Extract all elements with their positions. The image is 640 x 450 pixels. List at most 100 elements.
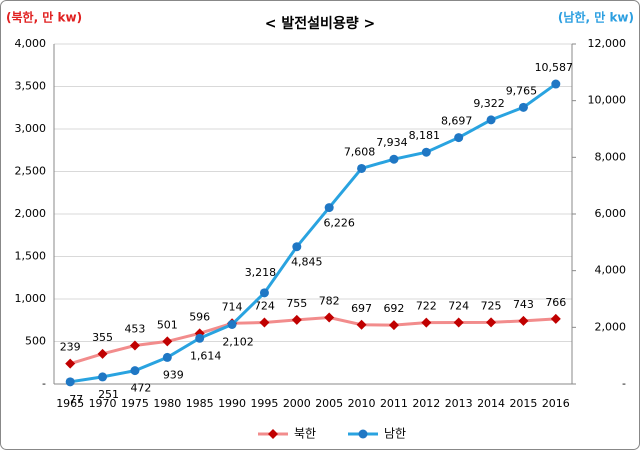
data-point — [97, 348, 108, 359]
y-tick-label: 2,500 — [15, 165, 47, 178]
data-point — [259, 317, 270, 328]
data-label: 939 — [163, 368, 184, 381]
data-label: 8,181 — [409, 129, 441, 142]
y2-tick-label: 8,000 — [595, 150, 627, 163]
x-tick-label: 1995 — [250, 397, 278, 410]
data-point — [486, 115, 496, 125]
x-tick-label: 2012 — [412, 397, 440, 410]
y-tick-label: 500 — [25, 335, 46, 348]
data-label: 782 — [319, 295, 340, 308]
data-label: 10,587 — [535, 61, 574, 74]
data-point — [518, 315, 529, 326]
data-label: 725 — [481, 299, 502, 312]
x-tick-label: 2000 — [283, 397, 311, 410]
x-tick-label: 2013 — [445, 397, 473, 410]
data-point — [421, 147, 431, 157]
series-line — [69, 316, 556, 366]
data-label: 755 — [286, 297, 307, 310]
data-label: 251 — [98, 388, 119, 401]
data-label: 697 — [351, 302, 372, 315]
data-point — [227, 319, 237, 329]
y-axis-label: (북한, 만 kw) — [6, 10, 82, 25]
data-point — [486, 317, 497, 328]
data-label: 8,697 — [441, 115, 473, 128]
y-tick-label: 2,000 — [15, 207, 47, 220]
data-label: 722 — [416, 300, 437, 313]
y-tick-label: 3,000 — [15, 122, 47, 135]
data-label: 596 — [189, 310, 210, 323]
y2-tick-label: 2,000 — [595, 320, 627, 333]
data-label: 724 — [254, 299, 275, 312]
legend-label: 남한 — [384, 427, 406, 441]
data-point — [356, 319, 367, 330]
y2-tick-label: 10,000 — [588, 94, 627, 107]
data-point — [324, 203, 334, 213]
data-label: 4,845 — [291, 256, 323, 269]
data-label: 453 — [124, 322, 145, 335]
legend-marker — [358, 429, 368, 439]
data-point — [65, 377, 75, 387]
data-point — [550, 313, 561, 324]
data-point — [98, 372, 108, 382]
data-label: 6,226 — [323, 217, 355, 230]
data-point — [453, 317, 464, 328]
y2-tick-label: 4,000 — [595, 264, 627, 277]
x-tick-label: 2011 — [380, 397, 408, 410]
x-tick-label: 2005 — [315, 397, 343, 410]
x-tick-label: 2016 — [542, 397, 570, 410]
data-label: 472 — [130, 382, 151, 395]
data-point — [357, 163, 367, 173]
x-tick-label: 2015 — [509, 397, 537, 410]
y2-axis-label: (남한, 만 kw) — [558, 10, 634, 25]
data-point — [551, 79, 561, 89]
x-tick-label: 1980 — [153, 397, 181, 410]
x-tick-label: 1970 — [89, 397, 117, 410]
x-tick-label: 2010 — [348, 397, 376, 410]
data-point — [518, 102, 528, 112]
data-label: 3,218 — [245, 266, 277, 279]
data-label: 501 — [157, 318, 178, 331]
y2-tick-label: 6,000 — [595, 207, 627, 220]
data-point — [259, 288, 269, 298]
data-point — [389, 154, 399, 164]
x-tick-label: 1990 — [218, 397, 246, 410]
data-point — [324, 312, 335, 323]
data-label: 766 — [545, 296, 566, 309]
data-point — [129, 340, 140, 351]
x-tick-label: 1985 — [186, 397, 214, 410]
y-tick-label: 1,500 — [15, 250, 47, 263]
data-label: 692 — [383, 302, 404, 315]
legend-marker — [268, 429, 278, 439]
data-label: 724 — [448, 299, 469, 312]
data-label: 239 — [60, 341, 81, 354]
data-label: 355 — [92, 331, 113, 344]
x-tick-label: 1965 — [56, 397, 84, 410]
data-label: 9,765 — [506, 84, 538, 97]
x-tick-label: 2014 — [477, 397, 505, 410]
series-line — [69, 82, 557, 384]
y2-tick-label: - — [622, 377, 626, 390]
data-label: 743 — [513, 298, 534, 311]
data-label: 1,614 — [190, 349, 222, 362]
chart-title: < 발전설비용량 > — [265, 15, 376, 32]
x-tick-label: 1975 — [121, 397, 149, 410]
data-point — [130, 366, 140, 376]
data-label: 9,322 — [473, 97, 505, 110]
data-point — [162, 352, 172, 362]
y-tick-label: 3,500 — [15, 80, 47, 93]
data-point — [292, 242, 302, 252]
data-label: 2,102 — [222, 335, 254, 348]
y-tick-label: 4,000 — [15, 37, 47, 50]
y-tick-label: - — [42, 377, 46, 390]
data-label: 714 — [222, 300, 243, 313]
y-tick-label: 1,000 — [15, 292, 47, 305]
data-point — [454, 133, 464, 143]
data-point — [291, 314, 302, 325]
legend-label: 북한 — [294, 427, 316, 441]
data-point — [195, 333, 205, 343]
data-label: 7,608 — [344, 145, 376, 158]
data-point — [421, 317, 432, 328]
y2-tick-label: 12,000 — [588, 37, 627, 50]
data-point — [65, 358, 76, 369]
